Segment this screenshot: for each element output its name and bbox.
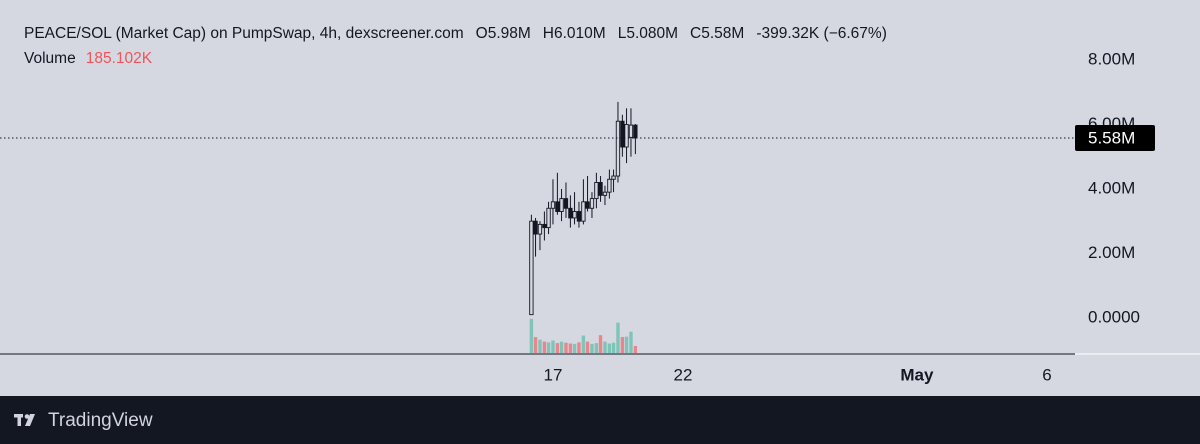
volume-bar [585, 341, 590, 353]
candle-body [611, 175, 616, 180]
candle-body [529, 220, 534, 316]
candle-body [628, 124, 634, 138]
candle-body [624, 123, 629, 148]
ohlc-high: H6.010M [542, 25, 606, 42]
ohlc-close: C5.58M [690, 25, 745, 42]
volume-bar [555, 343, 560, 353]
candle-body [607, 178, 612, 193]
y-tick-label: 0.0000 [1088, 307, 1140, 326]
candle-body [559, 198, 564, 212]
candle-body [594, 182, 599, 200]
x-tick-label: 17 [544, 365, 563, 384]
candle-body [533, 220, 538, 235]
brand-logo [14, 414, 35, 426]
candle-body [563, 198, 569, 209]
volume-bar [577, 342, 581, 353]
ohlc-low: L5.080M [617, 25, 679, 42]
volume-bar [633, 345, 638, 353]
x-tick-label: 22 [673, 365, 692, 384]
volume-title: Volume [24, 50, 76, 67]
x-tick-label: May [900, 365, 934, 384]
candle-body [589, 198, 595, 209]
volume-bar [624, 336, 629, 353]
ohlc-change: -399.32K (−6.67%) [756, 25, 887, 42]
volume-last: 185.102K [85, 50, 153, 67]
y-tick-label: 2.00M [1088, 243, 1135, 262]
last-price-box [1075, 124, 1155, 151]
chart-title: PEACE/SOL (Market Cap) on PumpSwap, 4h, … [24, 25, 464, 42]
volume-bar [564, 342, 568, 353]
candle-body [585, 201, 590, 209]
volume-bar [568, 343, 573, 353]
volume-bar [559, 341, 564, 353]
volume-bar [529, 318, 534, 353]
volume-bar [542, 341, 547, 353]
volume-bar [598, 335, 603, 353]
volume-bar [603, 341, 607, 353]
candle-body [581, 201, 586, 222]
candle-body [598, 182, 603, 196]
candle-body [602, 191, 608, 196]
ohlc-open: O5.98M [475, 25, 531, 42]
candle-body [555, 201, 560, 212]
candle-body [572, 211, 577, 219]
volume-bar [572, 343, 577, 353]
last-price-label: 5.58M [1088, 128, 1135, 147]
footer-bar [0, 396, 1200, 444]
volume-bar [538, 339, 542, 353]
candle-body [576, 211, 582, 222]
candle-body [537, 223, 543, 235]
candle-body [542, 223, 547, 229]
candle-body [550, 201, 556, 209]
volume-bar [551, 340, 555, 353]
volume-bar [607, 343, 612, 353]
volume-legend: Volume 185.102K [24, 50, 152, 68]
y-tick-label: 4.00M [1088, 178, 1135, 197]
volume-bar [546, 342, 551, 353]
candle-body [546, 207, 551, 229]
volume-bar [620, 337, 625, 353]
volume-bar [629, 331, 633, 353]
chart-background [0, 0, 1200, 396]
volume-bar [533, 337, 538, 353]
volume-bar [611, 342, 616, 353]
x-tick-label: 6 [1042, 365, 1051, 384]
volume-bar [616, 322, 620, 353]
candle-body [620, 120, 625, 148]
header: PEACE/SOL (Market Cap) on PumpSwap, 4h, … [24, 25, 887, 43]
y-tick-label: 8.00M [1088, 49, 1135, 68]
volume-bar [594, 343, 599, 353]
volume-bar [590, 343, 594, 353]
volume-bar [581, 335, 586, 353]
candle-body [633, 124, 638, 139]
candle-body [615, 120, 621, 177]
candle-body [568, 207, 573, 219]
brand-name: TradingView [48, 410, 153, 431]
